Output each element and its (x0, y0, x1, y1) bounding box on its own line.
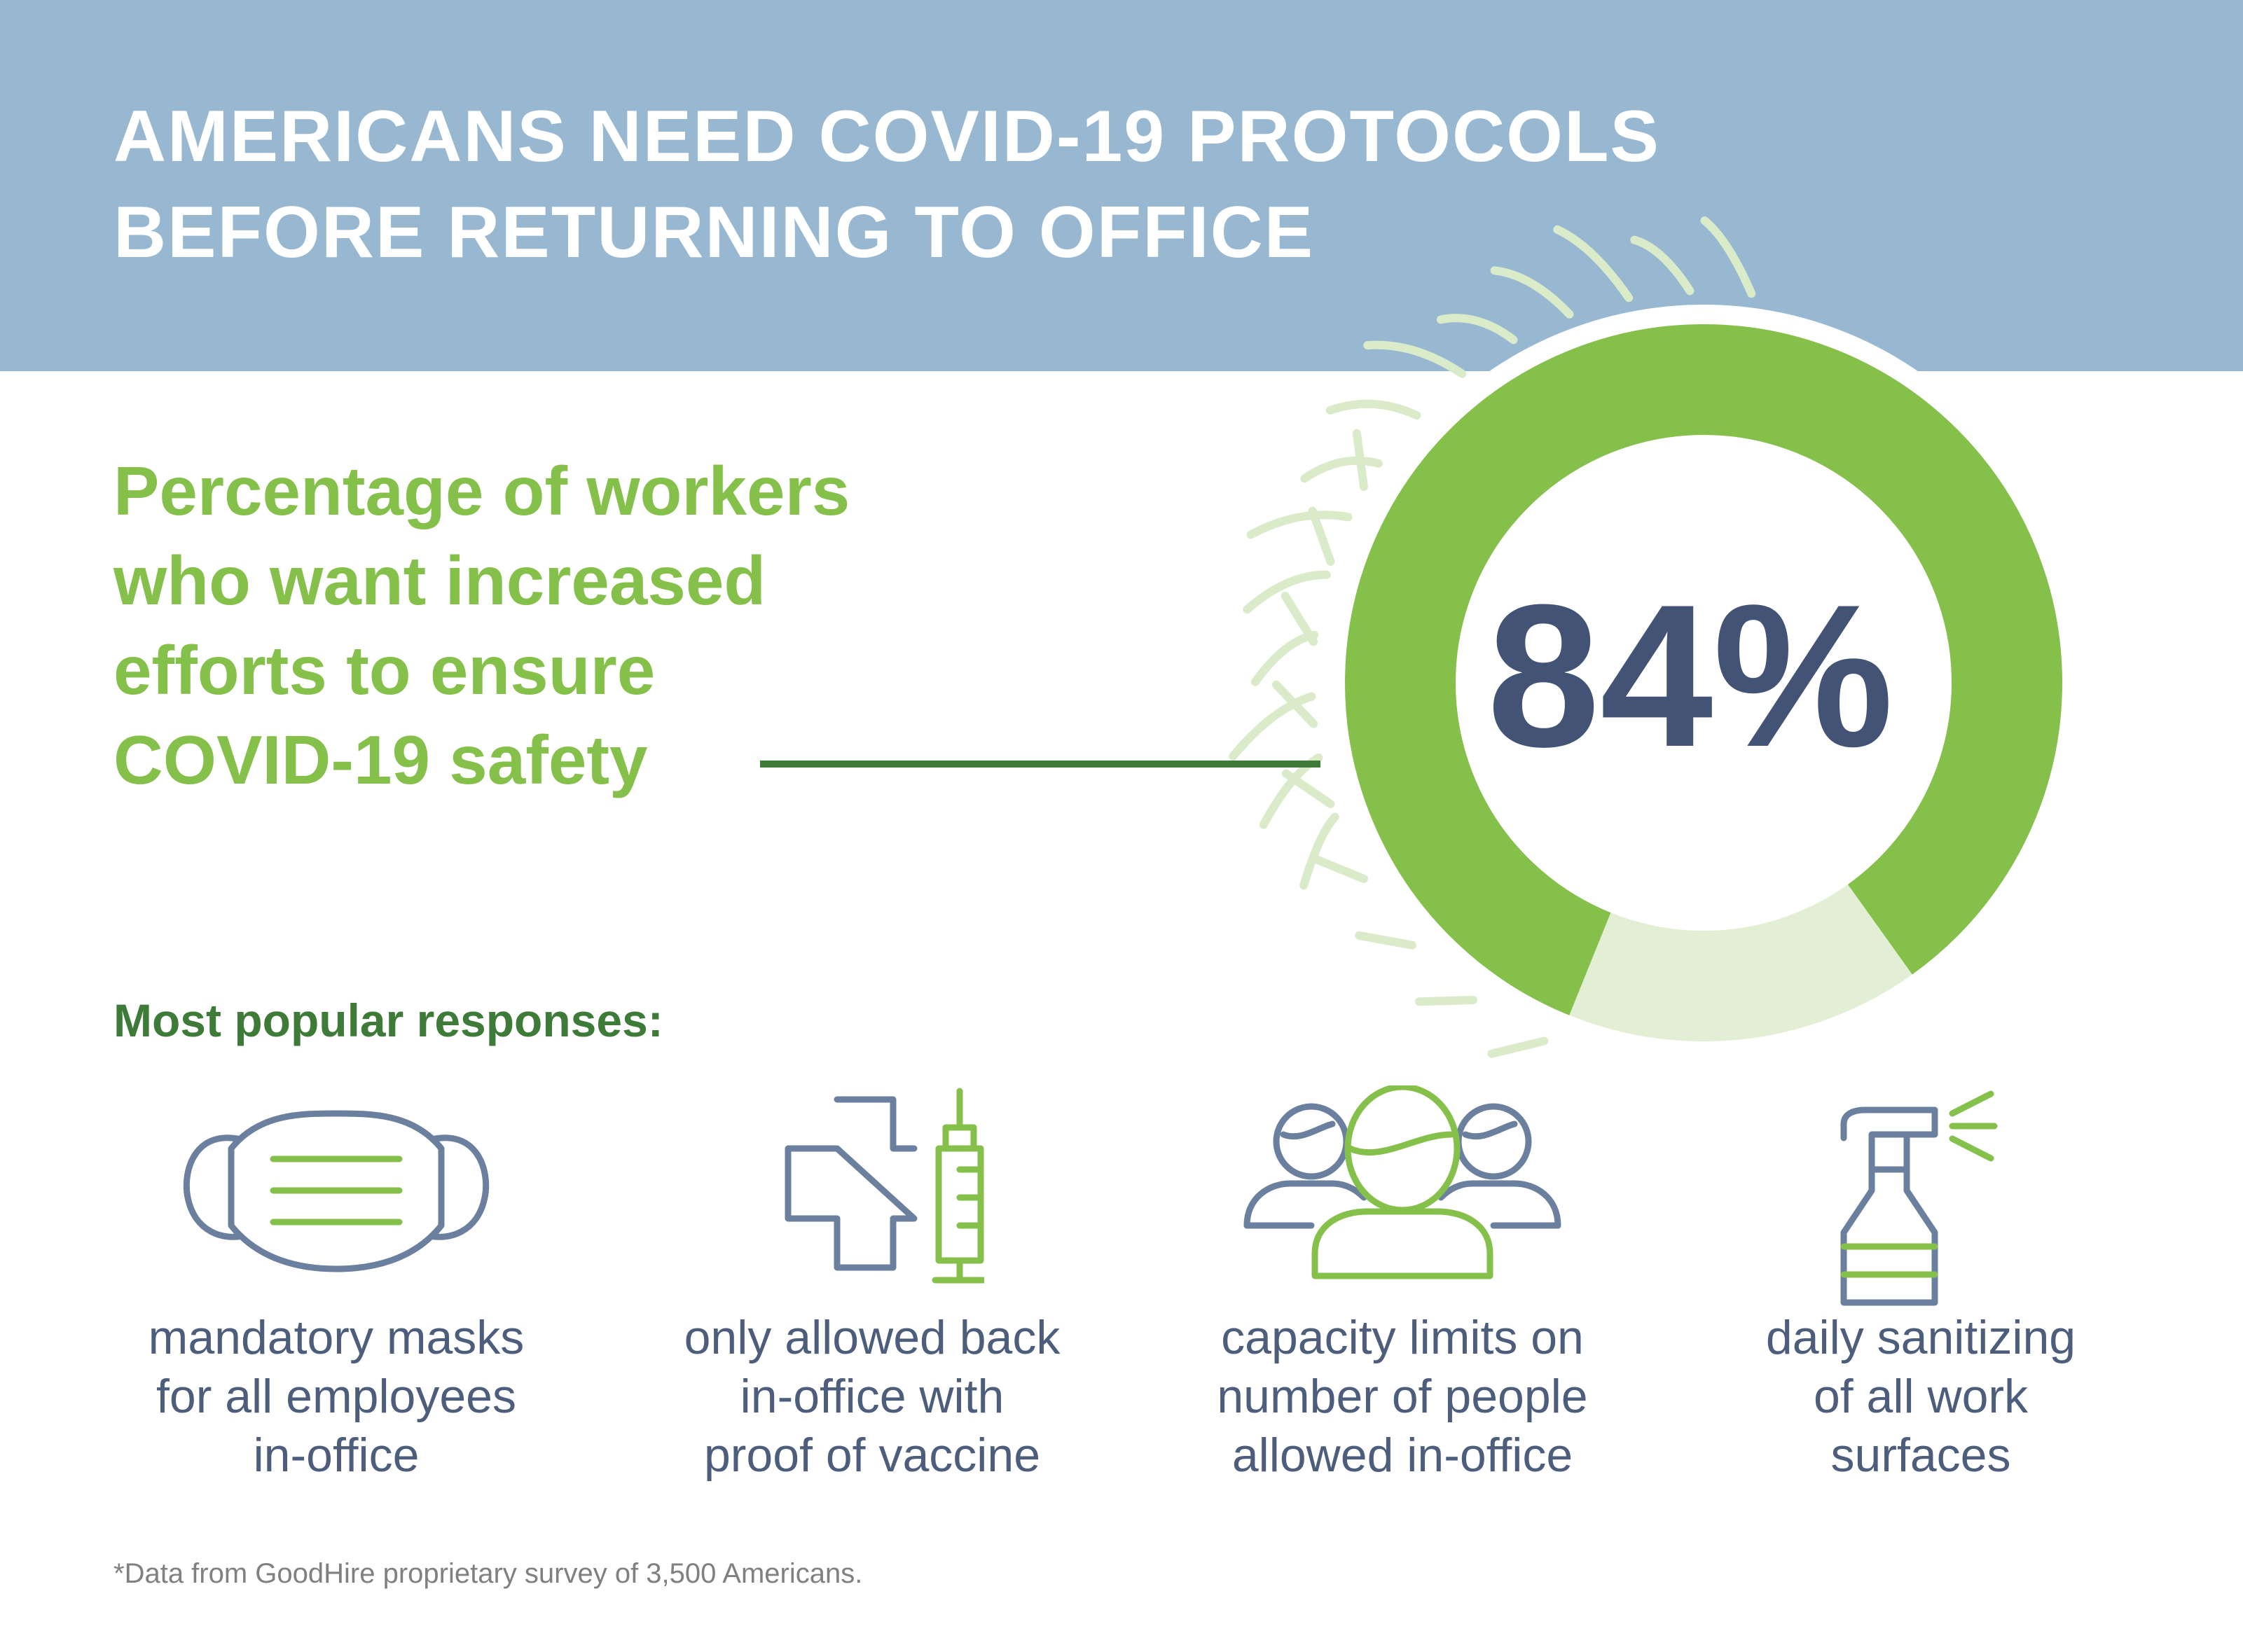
swoosh-line (1414, 996, 1477, 1006)
subtitle-line-1: Percentage of workers (113, 452, 850, 529)
response-label-sanitizing: daily sanitizing of all work surfaces (1662, 1308, 2180, 1485)
response-item-vaccine (613, 1085, 1131, 1289)
swoosh-line (1246, 511, 1353, 539)
footnote: *Data from GoodHire proprietary survey o… (113, 1558, 863, 1589)
title-line-2: BEFORE RETURNING TO OFFICE (113, 192, 1315, 273)
swoosh-line (1325, 399, 1421, 420)
swoosh-line (1308, 506, 1335, 566)
swoosh-line (1487, 1036, 1549, 1058)
label-line: for all employees (156, 1370, 517, 1423)
swoosh-line (1309, 854, 1369, 883)
title-line-1: AMERICANS NEED COVID-19 PROTOCOLS (113, 96, 1660, 177)
label-line: number of people (1217, 1370, 1588, 1423)
swoosh-line (1281, 769, 1335, 809)
swoosh-line (1630, 235, 1695, 296)
swoosh-line (1553, 225, 1634, 303)
percentage-value: 84% (1486, 562, 1894, 789)
subtitle-line-4: COVID-19 safety (113, 721, 648, 798)
label-line: capacity limits on (1221, 1311, 1584, 1364)
label-line: mandatory masks (148, 1311, 525, 1364)
label-line: in-office (253, 1429, 420, 1482)
swoosh-line (1272, 680, 1318, 728)
response-label-vaccine: only allowed back in-office with proof o… (613, 1308, 1131, 1485)
swoosh-line (1436, 314, 1518, 345)
subtitle-line-3: efforts to ensure (113, 632, 656, 709)
response-item-capacity (1143, 1085, 1662, 1282)
response-item-masks (77, 1085, 595, 1275)
spray-bottle-icon (1840, 1090, 1998, 1306)
label-line: allowed in-office (1231, 1429, 1573, 1482)
swoosh-line (1281, 591, 1318, 646)
swoosh-line (1700, 216, 1756, 298)
response-label-capacity: capacity limits on number of people allo… (1143, 1308, 1662, 1485)
swoosh-line (1352, 429, 1369, 491)
response-item-sanitizing (1662, 1085, 2180, 1310)
label-line: proof of vaccine (703, 1429, 1041, 1482)
label-line: of all work (1813, 1370, 2029, 1423)
people-group-icon (1243, 1085, 1561, 1279)
swoosh-line (1251, 630, 1319, 686)
responses-heading: Most popular responses: (113, 994, 663, 1046)
label-line: in-office with (740, 1370, 1005, 1423)
swoosh-line (1490, 266, 1574, 319)
vaccine-syringe-icon (785, 1088, 984, 1284)
swoosh-line (1355, 931, 1416, 950)
swoosh-line (1243, 570, 1331, 614)
label-line: only allowed back (684, 1311, 1061, 1364)
subtitle-line-2: who want increased (113, 542, 766, 619)
swoosh-line (1300, 456, 1383, 483)
face-mask-icon (183, 1110, 490, 1272)
swoosh-line (1299, 812, 1339, 890)
header-banner (0, 0, 2243, 371)
swoosh-line (1229, 692, 1316, 761)
label-line: daily sanitizing (1765, 1311, 2076, 1364)
swoosh-line (1363, 340, 1467, 378)
response-label-masks: mandatory masks for all employees in-off… (77, 1308, 595, 1485)
label-line: surfaces (1830, 1429, 2011, 1482)
